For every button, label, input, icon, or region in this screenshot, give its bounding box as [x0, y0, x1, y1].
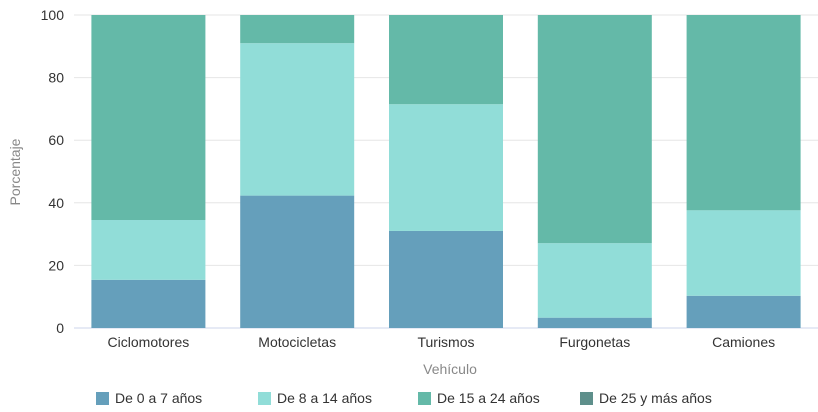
bar-segment[interactable] [91, 15, 206, 221]
y-axis-title: Porcentaje [7, 138, 23, 205]
bar-segment[interactable] [240, 15, 355, 44]
bar-segment[interactable] [240, 43, 355, 196]
bar-segment[interactable] [686, 15, 801, 211]
y-tick-label: 40 [48, 195, 64, 211]
stacked-bar-chart: 0 20 40 60 80 100 Ciclomotores Motocicletas Tur… [7, 7, 818, 377]
x-axis-ticks: Ciclomotores Motocicletas Turismos Furgonet… [108, 334, 776, 350]
x-axis-title: Vehículo [423, 361, 477, 377]
x-tick-label: Furgonetas [559, 334, 630, 350]
legend-swatch [96, 391, 109, 405]
legend-item[interactable]: De 15 a 24 años [418, 390, 540, 406]
bar-segment[interactable] [389, 104, 503, 231]
bar-segment[interactable] [389, 15, 503, 105]
bar-segment[interactable] [91, 279, 206, 328]
legend: De 0 a 7 años De 8 a 14 años De 15 a 24 añ… [0, 390, 818, 410]
legend-swatch [258, 391, 271, 405]
bar-segment[interactable] [389, 230, 503, 328]
y-tick-label: 80 [48, 70, 64, 86]
legend-label: De 8 a 14 años [277, 390, 372, 406]
bar-segment[interactable] [537, 243, 652, 318]
y-tick-label: 0 [56, 320, 64, 336]
x-tick-label: Camiones [712, 334, 775, 350]
y-axis-ticks: 0 20 40 60 80 100 [41, 7, 65, 336]
legend-swatch [580, 391, 593, 405]
x-tick-label: Turismos [417, 334, 474, 350]
legend-label: De 0 a 7 años [115, 390, 203, 406]
legend-label: De 25 y más años [599, 390, 712, 406]
legend-item[interactable]: De 8 a 14 años [258, 390, 372, 406]
legend-item[interactable]: De 0 a 7 años [96, 390, 202, 406]
bar-segment[interactable] [686, 210, 801, 296]
bar-segment[interactable] [537, 15, 652, 244]
bar-segment[interactable] [537, 317, 652, 328]
legend-swatch [418, 391, 431, 405]
y-tick-label: 100 [41, 7, 65, 23]
bar-segment[interactable] [91, 220, 206, 280]
y-tick-label: 60 [48, 132, 64, 148]
bars [91, 15, 801, 328]
bar-segment[interactable] [686, 295, 801, 328]
y-tick-label: 20 [48, 257, 64, 273]
legend-label: De 15 a 24 años [437, 390, 540, 406]
legend-item[interactable]: De 25 y más años [580, 390, 712, 406]
bar-segment[interactable] [240, 195, 355, 328]
x-tick-label: Ciclomotores [108, 334, 190, 350]
x-tick-label: Motocicletas [258, 334, 336, 350]
